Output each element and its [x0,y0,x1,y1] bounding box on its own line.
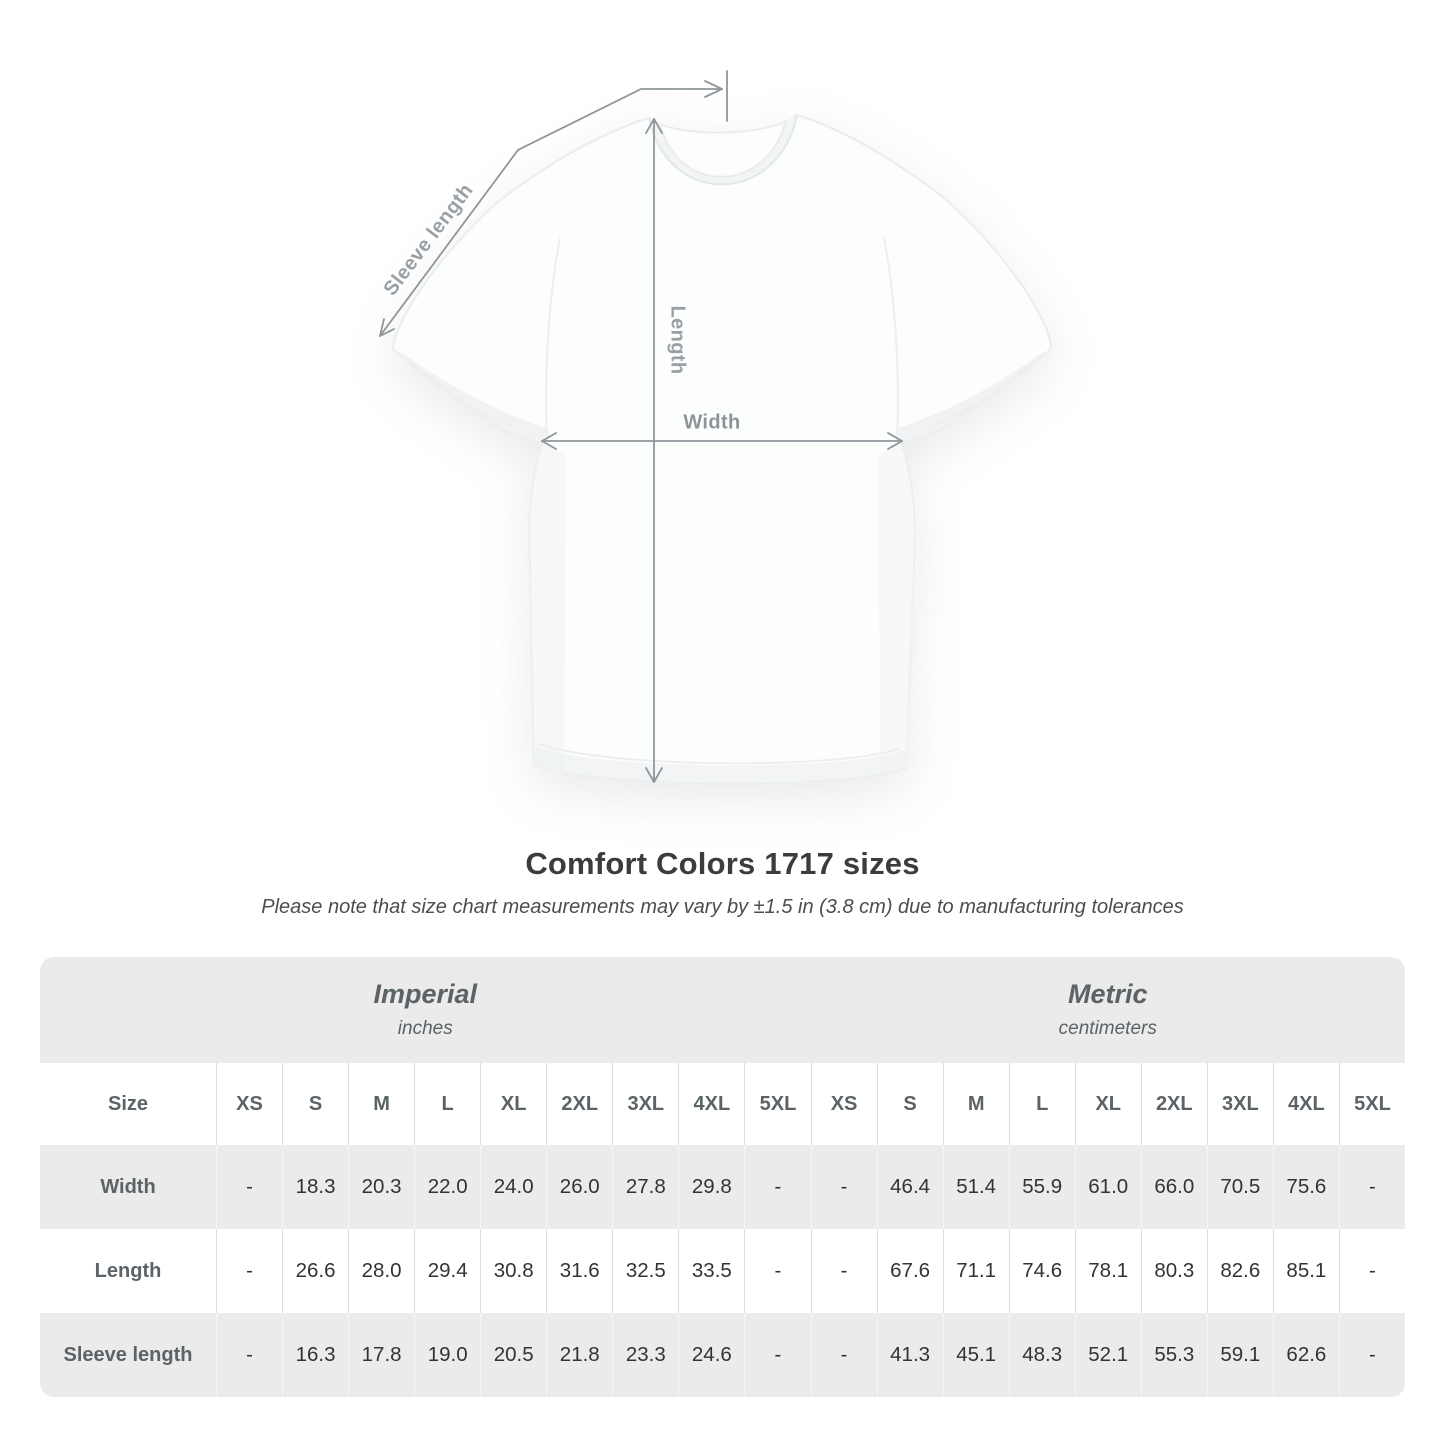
tolerance-note: Please note that size chart measurements… [261,896,1184,918]
measurement-cell: 19.0 [414,1313,481,1397]
unit-group-imperial: Imperial inches [40,957,811,1063]
tshirt-silhouette [392,113,1052,785]
measurement-cell: 22.0 [414,1145,481,1229]
measurement-cell: 70.5 [1206,1145,1273,1229]
measurement-cell: 55.9 [1008,1145,1075,1229]
size-header-metric-3xl: 3XL [1206,1063,1273,1145]
measurement-cell: 29.4 [414,1229,481,1313]
size-header-metric-2xl: 2XL [1140,1063,1207,1145]
unit-group-label: Imperial [373,978,478,1009]
measurement-cell: 16.3 [282,1313,349,1397]
measurement-cell: 75.6 [1272,1145,1339,1229]
measurement-cell: - [216,1229,283,1313]
size-header-imperial-m: M [348,1063,415,1145]
measurement-cell: 30.8 [480,1229,547,1313]
measurement-cell: 55.3 [1140,1313,1207,1397]
measurement-cell: - [810,1313,877,1397]
unit-group-sublabel: centimeters [1058,1018,1157,1040]
measurement-cell: - [744,1313,811,1397]
measurement-cell: 82.6 [1206,1229,1273,1313]
table-row: Length -26.6 28.0 29.4 30.8 31.6 32.5 33.5- -67.… [40,1229,1405,1313]
measurement-cell: 78.1 [1074,1229,1141,1313]
width-arrow [541,432,903,450]
row-label: Width [40,1145,216,1229]
measurement-cell: 48.3 [1008,1313,1075,1397]
measurement-cell: 20.3 [348,1145,415,1229]
size-header-imperial-2xl: 2XL [546,1063,613,1145]
unit-group-metric: Metric centimeters [810,957,1405,1063]
size-header-imperial-xs: XS [216,1063,283,1145]
size-header-metric-l: L [1008,1063,1075,1145]
measurement-cell: - [216,1313,283,1397]
measurement-cell: 26.6 [282,1229,349,1313]
measurement-cell: 18.3 [282,1145,349,1229]
measurement-cell: 21.8 [546,1313,613,1397]
measurement-cell: 33.5 [678,1229,745,1313]
size-header-metric-xs: XS [810,1063,877,1145]
measurement-cell: 66.0 [1140,1145,1207,1229]
unit-group-sublabel: inches [397,1018,453,1040]
measurement-cell: 62.6 [1272,1313,1339,1397]
table-row: Sleeve length -16.3 17.8 19.0 20.5 21.8 23.3 24… [40,1313,1405,1397]
size-header-metric-xl: XL [1074,1063,1141,1145]
size-header-metric-s: S [876,1063,943,1145]
measurement-cell: 71.1 [942,1229,1009,1313]
row-label: Length [40,1229,216,1313]
size-header-imperial-4xl: 4XL [678,1063,745,1145]
measurement-cell: 32.5 [612,1229,679,1313]
size-chart-table: Imperial inches Metric centimeters Size XS S M L… [40,957,1405,1397]
measurement-cell: 29.8 [678,1145,745,1229]
size-column-header: Size [40,1063,216,1145]
measurement-cell: 52.1 [1074,1313,1141,1397]
measurement-cell: - [810,1229,877,1313]
size-header-imperial-l: L [414,1063,481,1145]
measurement-cell: 23.3 [612,1313,679,1397]
size-header-imperial-s: S [282,1063,349,1145]
measurement-cell: 59.1 [1206,1313,1273,1397]
size-header-metric-5xl: 5XL [1338,1063,1405,1145]
tshirt-measurement-diagram: Sleeve length Length Width [379,70,1052,785]
tshirt-image [379,70,1052,785]
table-row: Width -18.3 20.3 22.0 24.0 26.0 27.8 29.8- -46.4… [40,1145,1405,1229]
unit-group-row: Imperial inches Metric centimeters [40,957,1405,1063]
size-header-metric-m: M [942,1063,1009,1145]
measurement-cell: 28.0 [348,1229,415,1313]
measurement-cell: - [744,1145,811,1229]
measurement-cell: - [1338,1313,1405,1397]
size-header-imperial-xl: XL [480,1063,547,1145]
measurement-cell: 27.8 [612,1145,679,1229]
length-annotation-label: Length [666,305,689,375]
measurement-cell: 80.3 [1140,1229,1207,1313]
unit-group-label: Metric [1068,978,1148,1009]
length-arrow [645,118,663,783]
measurement-cell: 46.4 [876,1145,943,1229]
measurement-cell: - [1338,1229,1405,1313]
measurement-cell: 51.4 [942,1145,1009,1229]
row-label: Sleeve length [40,1313,216,1397]
measurement-cell: 24.6 [678,1313,745,1397]
measurement-cell: 41.3 [876,1313,943,1397]
page-title: Comfort Colors 1717 sizes [525,846,920,881]
measurement-cell: - [744,1229,811,1313]
measurement-cell: 61.0 [1074,1145,1141,1229]
size-header-metric-4xl: 4XL [1272,1063,1339,1145]
sleeve-length-arrow [379,70,728,337]
width-annotation-label: Width [683,411,741,434]
measurement-cell: 31.6 [546,1229,613,1313]
measurement-cell: 67.6 [876,1229,943,1313]
measurement-cell: - [810,1145,877,1229]
measurement-cell: 26.0 [546,1145,613,1229]
measurement-cell: - [216,1145,283,1229]
measurement-cell: 20.5 [480,1313,547,1397]
measurement-cell: - [1338,1145,1405,1229]
measurement-cell: 17.8 [348,1313,415,1397]
size-header-imperial-3xl: 3XL [612,1063,679,1145]
measurement-cell: 24.0 [480,1145,547,1229]
measurement-cell: 45.1 [942,1313,1009,1397]
measurement-cell: 85.1 [1272,1229,1339,1313]
size-header-row: Size XS S M L XL 2XL 3XL 4XL 5XL XS S M L XL 2XL 3XL 4XL 5… [40,1063,1405,1145]
measurement-cell: 74.6 [1008,1229,1075,1313]
size-header-imperial-5xl: 5XL [744,1063,811,1145]
